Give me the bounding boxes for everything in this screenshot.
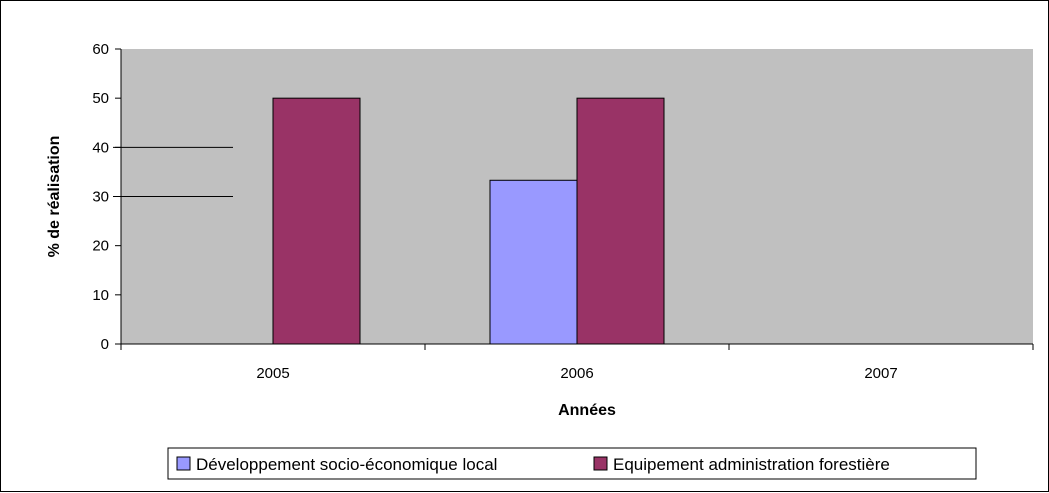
y-tick-label-30: 30 (92, 189, 109, 206)
y-tick-label-20: 20 (92, 238, 109, 255)
x-tick-label-2006: 2006 (560, 365, 593, 382)
legend-label-developpement: Développement socio-économique local (196, 455, 497, 474)
y-tick-label-0: 0 (101, 336, 109, 353)
y-axis-title: % de réalisation (46, 136, 63, 258)
bar-2006-series-0 (489, 179, 578, 345)
legend-swatch-equipement (593, 456, 608, 471)
x-tick-label-2005: 2005 (256, 365, 289, 382)
bar-2006-series-1 (576, 97, 665, 345)
legend-swatch-developpement (176, 456, 191, 471)
x-axis-title: Années (558, 402, 616, 419)
y-tick-label-60: 60 (92, 41, 109, 58)
legend: Développement socio-économique local Equ… (167, 447, 977, 480)
x-tick-label-2007: 2007 (864, 365, 897, 382)
legend-label-equipement: Equipement administration forestière (613, 455, 890, 474)
legend-box (167, 447, 977, 480)
y-tick-label-50: 50 (92, 90, 109, 107)
y-tick-label-40: 40 (92, 139, 109, 156)
y-tick-label-10: 10 (92, 287, 109, 304)
bar-2005-series-1 (272, 97, 361, 345)
